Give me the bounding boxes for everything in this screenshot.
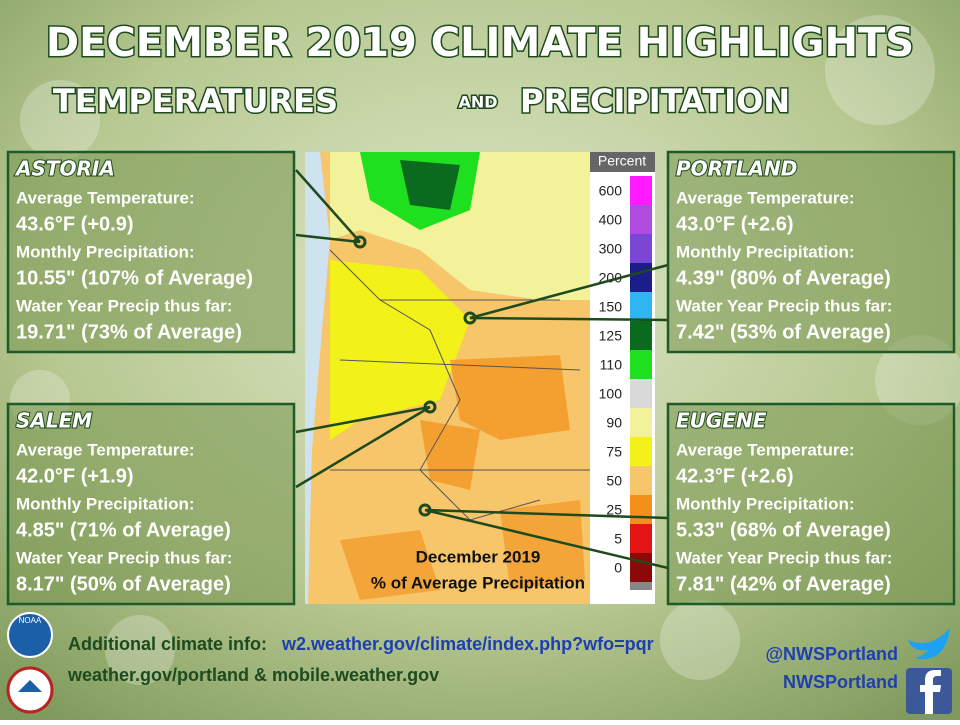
stat-label: Water Year Precip thus far: [676,548,892,567]
stat-label: Water Year Precip thus far: [676,296,892,315]
legend-label: 125 [599,328,623,344]
stat-label: Water Year Precip thus far: [16,548,232,567]
legend-swatch [630,524,652,553]
station-box [666,402,956,606]
leader-line [295,233,361,244]
legend-swatch [630,350,652,379]
stat-label: Average Temperature: [676,440,855,459]
legend-swatch [630,553,652,582]
stat-value: 5.33" (68% of Average) [676,519,891,541]
legend-label: 5 [614,531,622,547]
legend-label: 75 [606,444,622,460]
stat-label: Average Temperature: [16,440,195,459]
info-label: Additional climate info: [68,634,267,654]
subtitle-left: TEMPERATURES [53,82,338,120]
stat-value: 42.0°F (+1.9) [16,465,134,487]
stat-value: 8.17" (50% of Average) [16,573,231,595]
stat-label: Water Year Precip thus far: [16,296,232,315]
leader-line [424,508,669,520]
subtitle-right: PRECIPITATION [520,82,790,120]
stat-label: Monthly Precipitation: [16,494,195,513]
legend-label: 150 [599,299,623,315]
legend-label: 600 [599,183,623,199]
legend-label: 50 [606,473,622,489]
station-dot [463,311,477,325]
stat-value: 7.81" (42% of Average) [676,573,891,595]
twitter-handle[interactable]: @NWSPortland [765,644,898,664]
station-box [666,150,956,354]
map-caption: December 2019 [416,547,541,566]
noaa-logo: NOAA [19,616,42,625]
stat-label: Monthly Precipitation: [676,242,855,261]
info-line[interactable]: weather.gov/portland & mobile.weather.go… [67,665,439,685]
legend-label: 400 [599,212,623,228]
legend-swatch [630,437,652,466]
legend-label: 90 [606,415,622,431]
stat-value: 43.0°F (+2.6) [676,213,794,235]
station-box [6,402,296,606]
stat-label: Average Temperature: [676,188,855,207]
stat-value: 7.42" (53% of Average) [676,321,891,343]
title: DECEMBER 2019 CLIMATE HIGHLIGHTS [46,20,914,66]
stat-value: 19.71" (73% of Average) [16,321,242,343]
legend-label: 300 [599,241,623,257]
leader-line [424,508,669,570]
station-name: EUGENE [676,409,767,433]
stat-label: Monthly Precipitation: [16,242,195,261]
station-dot [353,235,367,249]
twitter-icon[interactable] [908,628,950,660]
legend-swatch [630,466,652,495]
legend-label: 0 [614,560,622,576]
stat-value: 10.55" (107% of Average) [16,267,253,289]
legend-label: 110 [600,357,623,373]
station-dot [423,400,437,414]
legend-swatch [630,205,652,234]
station-box [6,150,296,354]
leader-line [295,405,431,489]
stat-value: 4.85" (71% of Average) [16,519,231,541]
station-name: ASTORIA [14,157,115,181]
leader-line [469,263,669,320]
leader-line [469,316,669,322]
stat-value: 42.3°F (+2.6) [676,465,794,487]
stat-label: Average Temperature: [16,188,195,207]
stat-value: 4.39" (80% of Average) [676,267,891,289]
legend-swatch [630,379,652,408]
leader-line [295,405,431,434]
legend-label: 100 [599,386,623,402]
legend-swatch [630,292,652,321]
legend-swatch [630,321,652,350]
legend-swatch [630,582,652,590]
legend-swatch [630,176,652,205]
legend-swatch [630,234,652,263]
map: Percent December 2019 % of Average Preci… [305,152,655,604]
stations: ASTORIA Average Temperature: 43.6°F (+0.9)… [6,150,956,606]
map-caption: % of Average Precipitation [371,573,585,592]
station-name: PORTLAND [676,157,797,181]
legend-title: Percent [598,153,646,169]
footer: NOAA Additional climate info: w2.weather… [6,612,952,714]
stat-value: 43.6°F (+0.9) [16,213,134,235]
legend-swatch [630,263,652,292]
station-name: SALEM [16,409,92,433]
facebook-handle[interactable]: NWSPortland [783,672,898,692]
stat-label: Monthly Precipitation: [676,494,855,513]
legend-label: 25 [606,502,622,518]
leader-line [295,169,361,243]
legend-swatch [630,495,652,524]
legend-swatch [630,408,652,437]
info-link[interactable]: w2.weather.gov/climate/index.php?wfo=pqr [281,634,654,654]
station-dot [418,503,432,517]
subtitle-mid: AND [458,93,497,112]
